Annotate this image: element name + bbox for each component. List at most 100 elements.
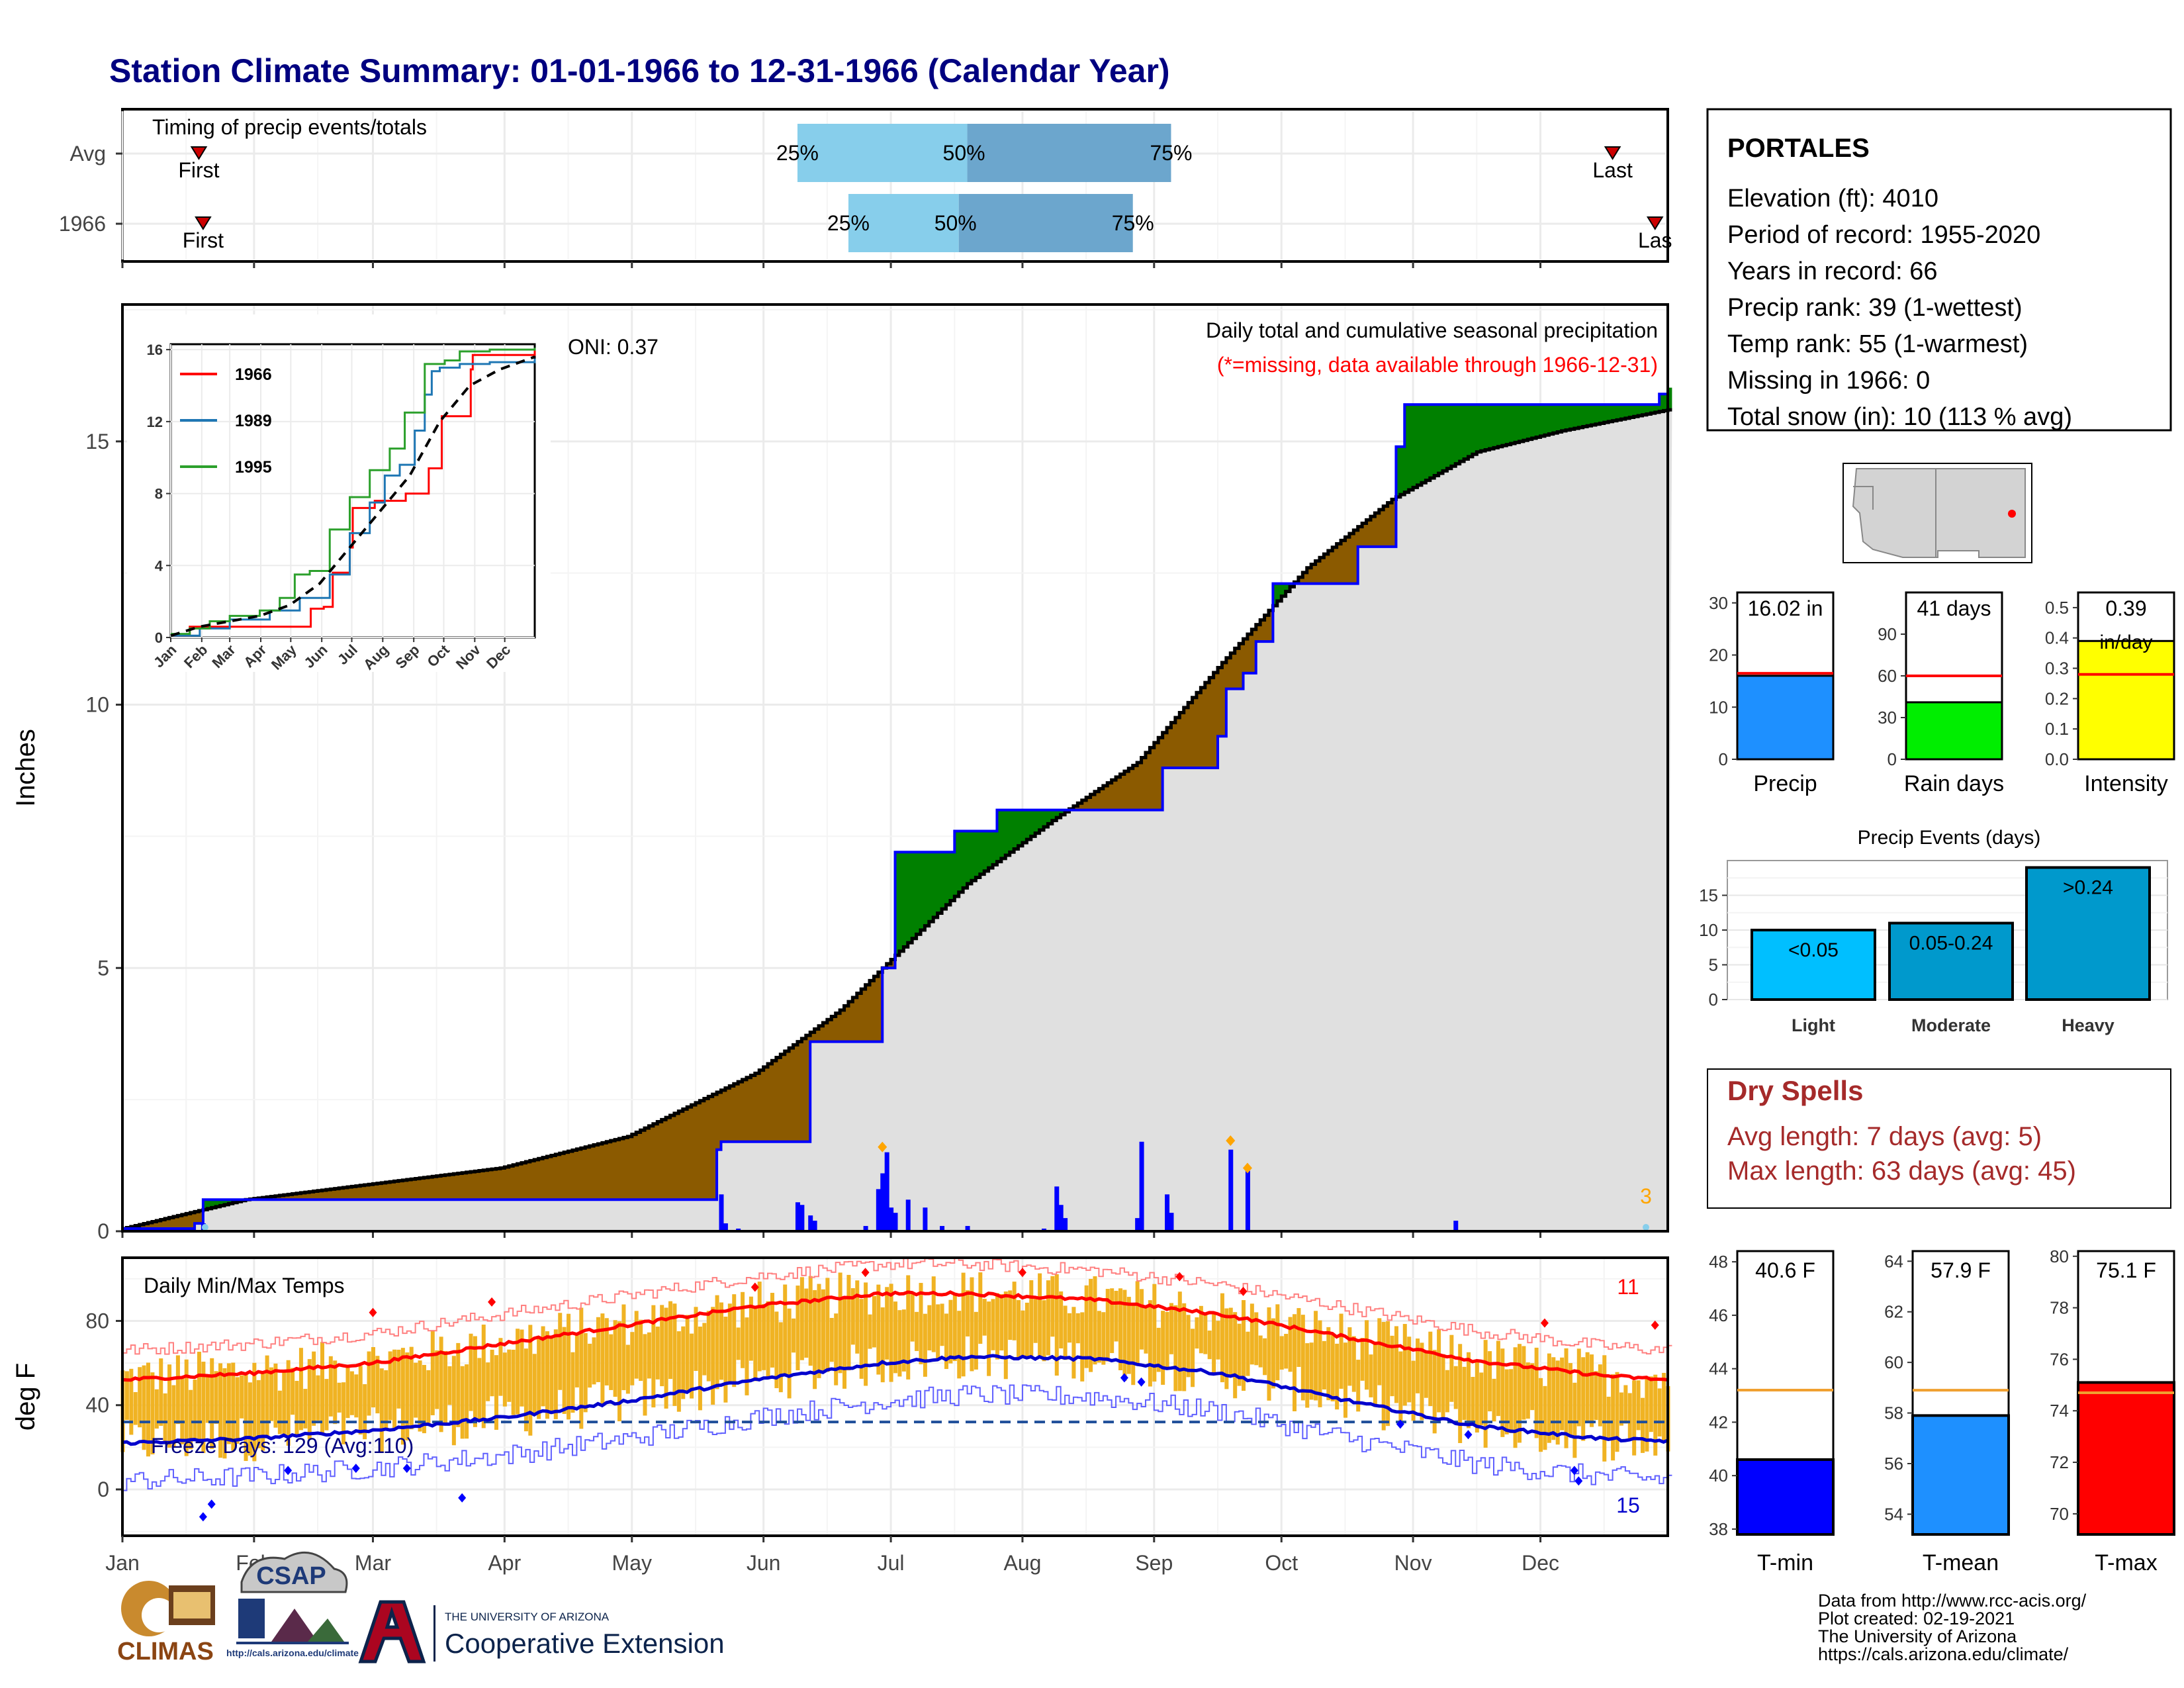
daily-temp-bar — [1347, 1327, 1352, 1386]
temp-summary-label: T-mean — [1923, 1550, 1999, 1575]
daily-temp-bar — [295, 1381, 299, 1435]
daily-temp-bar — [664, 1307, 668, 1409]
record-high-marker — [488, 1297, 496, 1307]
record-low-marker — [1574, 1476, 1583, 1486]
daily-temp-bar — [723, 1317, 728, 1403]
daily-temp-bar — [1356, 1360, 1361, 1412]
daily-temp-bar — [864, 1282, 868, 1386]
daily-temp-bar — [231, 1362, 236, 1451]
daily-temp-bar — [966, 1290, 970, 1336]
precip-y-tick-label: 0 — [97, 1219, 109, 1243]
temp-summary-tick-label: 38 — [1709, 1519, 1728, 1539]
daily-temp-bar — [1619, 1392, 1623, 1426]
record-high-marker — [1651, 1320, 1659, 1330]
events-bar — [2025, 866, 2151, 1001]
daily-temp-bar — [1543, 1385, 1547, 1450]
daily-temp-bar — [1611, 1374, 1615, 1461]
daily-temp-bar — [282, 1370, 287, 1436]
temp-summary-bars: 40.6 F 38 40 42 44 46 48 T-min 57.9 F 54 56 58 60 62 6… — [1709, 1246, 2175, 1575]
daily-temp-bar — [210, 1358, 214, 1449]
daily-temp-bar — [1110, 1288, 1115, 1354]
daily-temp-bar — [180, 1378, 185, 1444]
daily-temp-bar — [312, 1351, 316, 1426]
daily-temp-bar — [901, 1309, 906, 1372]
daily-temp-bar — [1504, 1369, 1509, 1434]
daily-temp-bar — [991, 1299, 995, 1350]
temp-panel: 0 40 80 Daily Min/Max Temps Freeze Days: 1… — [11, 1256, 1672, 1575]
inset-y-tick-label: 0 — [155, 630, 163, 646]
daily-temp-bar — [1012, 1282, 1017, 1340]
first-event-label: First — [178, 158, 219, 182]
climo-cumulative-fill — [122, 410, 1672, 1232]
daily-temp-bar — [205, 1376, 210, 1423]
station-info-line: Missing in 1966: 0 — [1727, 367, 1930, 395]
daily-temp-bar — [1394, 1326, 1398, 1403]
missing-data-marker — [201, 1224, 208, 1231]
daily-temp-bar — [537, 1337, 541, 1419]
daily-temp-bar — [647, 1332, 651, 1379]
last-event-label: Las — [1638, 228, 1672, 252]
daily-temp-bar — [1488, 1351, 1492, 1412]
record-high-marker — [1018, 1268, 1026, 1278]
daily-temp-bar — [625, 1344, 630, 1394]
temp-summary-tick-label: 46 — [1709, 1305, 1728, 1325]
daily-temp-bar — [1509, 1369, 1514, 1433]
daily-temp-bar — [749, 1296, 753, 1361]
q25-label: 25% — [827, 211, 870, 235]
record-low-marker — [1120, 1373, 1128, 1383]
daily-temp-bar — [1402, 1324, 1407, 1406]
daily-temp-bar — [1623, 1385, 1628, 1424]
daily-temp-bar — [876, 1284, 881, 1375]
daily-temp-bar — [1305, 1343, 1310, 1408]
precip-y-tick-label: 15 — [85, 430, 109, 453]
record-low-marker — [284, 1466, 293, 1476]
daily-temp-bar — [1203, 1314, 1208, 1354]
daily-temp-bar — [630, 1332, 635, 1385]
daily-precip-bar — [1139, 1141, 1144, 1231]
mini-chart-tick-label: 0.5 — [2045, 598, 2069, 618]
temp-summary-tick-label: 58 — [1884, 1403, 1903, 1423]
q25-label: 25% — [776, 141, 819, 165]
inset-legend-label: 1995 — [235, 458, 272, 477]
daily-temp-bar — [1075, 1313, 1080, 1344]
daily-temp-bar — [244, 1374, 248, 1462]
daily-temp-bar — [265, 1355, 269, 1438]
record-low-marker — [458, 1493, 467, 1503]
daily-temp-bar — [171, 1385, 176, 1448]
daily-temp-bar — [1475, 1361, 1479, 1433]
daily-temp-bar — [1590, 1354, 1594, 1427]
temp-summary-tick-label: 64 — [1884, 1251, 1903, 1271]
temp-summary-tick-label: 72 — [2050, 1452, 2069, 1472]
mini-chart-tick-label: 30 — [1709, 593, 1728, 613]
temp-lines — [122, 1257, 1672, 1522]
daily-temp-bar — [1411, 1360, 1416, 1421]
daily-temp-bar — [570, 1352, 575, 1413]
inset-y-tick-label: 12 — [147, 414, 163, 430]
daily-temp-bar — [1097, 1311, 1101, 1363]
daily-temp-bar — [400, 1348, 405, 1445]
last-event-marker — [1604, 146, 1621, 160]
daily-temp-bar — [409, 1346, 414, 1430]
daily-temp-bar — [502, 1352, 507, 1407]
record-high-marker — [861, 1268, 870, 1278]
daily-temp-bar — [532, 1354, 537, 1414]
region-shape — [1852, 468, 2026, 558]
daily-temp-bar — [422, 1364, 426, 1434]
daily-temp-bar — [1080, 1312, 1085, 1382]
daily-temp-bar — [808, 1276, 813, 1366]
q50-label: 50% — [943, 141, 985, 165]
station-name: PORTALES — [1727, 134, 1870, 163]
mini-chart-tick-label: 30 — [1878, 708, 1897, 727]
daily-temp-bar — [286, 1360, 291, 1446]
temp-daily-bars — [120, 1272, 1670, 1462]
daily-temp-bar — [1068, 1313, 1072, 1343]
daily-temp-bar — [124, 1371, 129, 1421]
mini-chart-bar — [2077, 639, 2175, 761]
daily-temp-bar — [1615, 1372, 1619, 1452]
daily-temp-bar — [745, 1317, 749, 1395]
daily-temp-bar — [719, 1302, 723, 1380]
dry-spells-box: Dry Spells Avg length: 7 days (avg: 5) M… — [1707, 1068, 2171, 1209]
temp-min-count: 15 — [1616, 1493, 1640, 1517]
mini-chart-tick-label: 10 — [1709, 697, 1728, 717]
